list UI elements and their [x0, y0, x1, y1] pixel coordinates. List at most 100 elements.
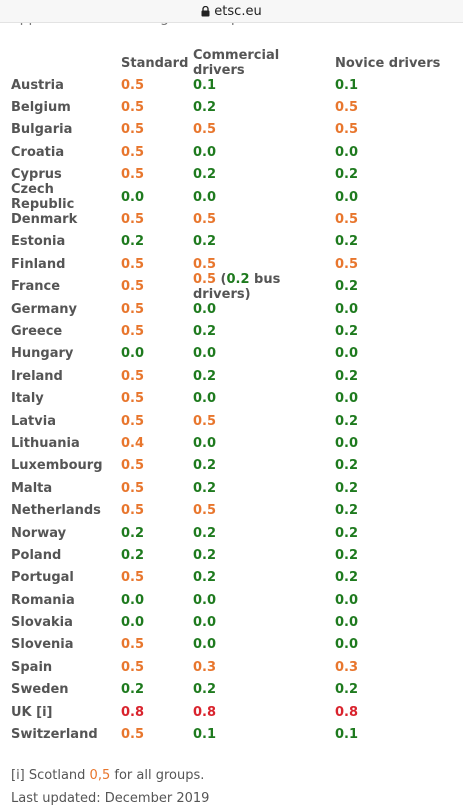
commercial-limit-cell: 0.0	[193, 145, 335, 160]
standard-limit: 0.5	[121, 212, 145, 228]
country-name: Austria	[11, 77, 64, 93]
novice-limit: 0.2	[335, 682, 359, 698]
table-row: Finland 0.5 0.5 0.5	[11, 253, 456, 275]
standard-limit: 0.0	[121, 615, 145, 631]
commercial-limit-cell: 0.2	[193, 526, 335, 541]
commercial-limit: 0.1	[193, 77, 217, 93]
commercial-limit-cell: 0.5	[193, 503, 335, 518]
country-name: Latvia	[11, 413, 56, 429]
footnote-prefix: [i] Scotland	[11, 768, 90, 783]
commercial-limit: 0.0	[193, 435, 217, 451]
novice-limit: 0.5	[335, 256, 359, 272]
commercial-limit: 0.0	[193, 615, 217, 631]
table-row: Czech Republic 0.0 0.0 0.0	[11, 182, 456, 212]
commercial-limit: 0.1	[193, 727, 217, 743]
commercial-limit: 0.0	[193, 637, 217, 653]
commercial-limit-cell: 0.5	[193, 212, 335, 227]
table-row: Cyprus 0.5 0.2 0.2	[11, 164, 456, 186]
table-row: Slovakia 0.0 0.0 0.0	[11, 611, 456, 633]
commercial-limit: 0.2	[193, 234, 217, 250]
commercial-limit-cell: 0.3	[193, 660, 335, 675]
standard-limit: 0.5	[121, 458, 145, 474]
standard-limit: 0.5	[121, 122, 145, 138]
country-name: Sweden	[11, 682, 69, 698]
country-name: Slovenia	[11, 637, 74, 653]
bac-limits-table: Standard Commercial drivers Novice drive…	[11, 48, 456, 746]
commercial-limit-cell: 0.1	[193, 78, 335, 93]
table-row: Norway 0.2 0.2 0.2	[11, 522, 456, 544]
commercial-limit-cell: 0.2	[193, 324, 335, 339]
standard-limit: 0.5	[121, 480, 145, 496]
country-name: Portugal	[11, 570, 74, 586]
standard-limit: 0.2	[121, 234, 145, 250]
table-row: Germany 0.5 0.0 0.0	[11, 298, 456, 320]
table-row: Luxembourg 0.5 0.2 0.2	[11, 455, 456, 477]
table-row: France 0.5 0.5 (0.2 bus drivers) 0.2	[11, 272, 456, 302]
country-name: Luxembourg	[11, 458, 103, 474]
novice-limit: 0.0	[335, 615, 359, 631]
footnote-value: 0,5	[89, 768, 111, 783]
commercial-limit: 0.5	[193, 503, 217, 519]
country-name: Greece	[11, 323, 63, 339]
novice-limit: 0.1	[335, 727, 359, 743]
country-name: UK [i]	[11, 704, 53, 720]
standard-limit: 0.5	[121, 77, 145, 93]
commercial-limit-cell: 0.0	[193, 593, 335, 608]
novice-limit: 0.2	[335, 547, 359, 563]
commercial-limit-cell: 0.0	[193, 346, 335, 361]
commercial-limit: 0.2	[193, 167, 217, 183]
commercial-note-open: (	[216, 271, 227, 287]
novice-limit: 0.5	[335, 122, 359, 138]
table-row: Romania 0.0 0.0 0.0	[11, 589, 456, 611]
country-name: Bulgaria	[11, 122, 73, 138]
commercial-note-text: bus drivers)	[193, 271, 281, 302]
commercial-limit: 0.2	[193, 480, 217, 496]
standard-limit: 0.4	[121, 435, 145, 451]
novice-limit: 0.0	[335, 144, 359, 160]
novice-limit: 0.0	[335, 637, 359, 653]
standard-limit: 0.5	[121, 727, 145, 743]
country-name: Switzerland	[11, 727, 98, 743]
table-header: Standard Commercial drivers Novice drive…	[11, 48, 456, 78]
commercial-limit: 0.2	[193, 458, 217, 474]
last-updated: Last updated: December 2019	[11, 791, 210, 806]
commercial-limit-cell: 0.5 (0.2 bus drivers)	[193, 272, 335, 302]
standard-limit: 0.5	[121, 637, 145, 653]
table-row: Spain 0.5 0.3 0.3	[11, 656, 456, 678]
browser-address-bar[interactable]: etsc.eu	[0, 0, 463, 23]
standard-limit: 0.5	[121, 301, 145, 317]
country-name: France	[11, 279, 61, 295]
commercial-limit: 0.0	[193, 144, 217, 160]
standard-limit: 0.2	[121, 525, 145, 541]
commercial-limit: 0.5	[193, 271, 217, 287]
novice-limit: 0.0	[335, 346, 359, 362]
standard-limit: 0.5	[121, 503, 145, 519]
table-row: Austria 0.5 0.1 0.1	[11, 74, 456, 96]
commercial-limit-cell: 0.2	[193, 570, 335, 585]
country-name: Romania	[11, 592, 75, 608]
novice-limit: 0.0	[335, 592, 359, 608]
standard-limit: 0.5	[121, 323, 145, 339]
commercial-limit-cell: 0.0	[193, 436, 335, 451]
novice-limit: 0.2	[335, 279, 359, 295]
url-display[interactable]: etsc.eu	[201, 4, 262, 19]
commercial-limit-cell: 0.5	[193, 122, 335, 137]
standard-limit: 0.0	[121, 592, 145, 608]
commercial-limit-cell: 0.5	[193, 257, 335, 272]
country-name: Malta	[11, 480, 53, 496]
commercial-limit-cell: 0.2	[193, 234, 335, 249]
country-name: Spain	[11, 659, 53, 675]
standard-limit: 0.0	[121, 189, 145, 205]
commercial-limit: 0.0	[193, 391, 217, 407]
standard-limit: 0.0	[121, 346, 145, 362]
table-row: Portugal 0.5 0.2 0.2	[11, 567, 456, 589]
novice-limit: 0.2	[335, 570, 359, 586]
novice-limit: 0.2	[335, 323, 359, 339]
commercial-note-value: 0.2	[226, 271, 250, 287]
commercial-limit: 0.2	[193, 100, 217, 116]
standard-limit: 0.8	[121, 704, 145, 720]
novice-limit: 0.3	[335, 659, 359, 675]
standard-limit: 0.5	[121, 570, 145, 586]
table-row: Ireland 0.5 0.2 0.2	[11, 365, 456, 387]
country-name: Cyprus	[11, 167, 62, 183]
